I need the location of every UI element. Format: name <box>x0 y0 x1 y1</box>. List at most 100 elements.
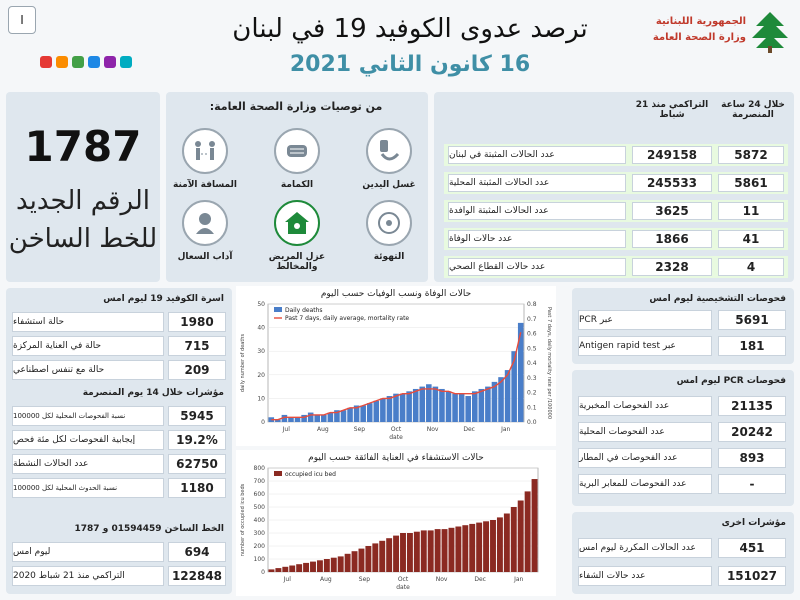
beds-title: اسرة الكوفيد 19 ليوم امس <box>103 294 224 304</box>
pcr-value: 20242 <box>718 422 786 442</box>
beds-value: 715 <box>168 336 226 356</box>
y2-axis-label: Past 7 days, daily mortality rate per /1… <box>546 307 552 419</box>
data-bar <box>353 405 360 422</box>
data-bar <box>517 322 524 422</box>
col-header-cumulative: التراكمي منذ 21 شباط <box>635 100 709 120</box>
data-bar <box>510 507 517 572</box>
data-bar <box>399 393 406 422</box>
data-bar <box>441 529 448 572</box>
y-tick-label: 20 <box>257 372 265 379</box>
x-axis-label: date <box>389 434 403 441</box>
indicator-value: 62750 <box>168 454 226 474</box>
data-bar <box>393 393 399 422</box>
cough-etiquette-icon <box>182 200 228 246</box>
data-bar <box>289 565 296 572</box>
col-header-24h: خلال 24 ساعة المنصرمة <box>721 100 785 120</box>
beds-panel: اسرة الكوفيد 19 ليوم امس حالة استشفاء 19… <box>6 288 232 594</box>
legend-swatch <box>274 307 282 312</box>
recommendation-label: عزل المريض والمخالط <box>268 252 326 272</box>
y2-tick-label: 0.1 <box>527 404 537 411</box>
pcr-label: عدد الفحوصات المحلية <box>578 422 712 442</box>
data-bar <box>445 391 452 422</box>
social-icon[interactable] <box>40 56 52 68</box>
other-value: 151027 <box>718 566 786 586</box>
y-tick-label: 0 <box>261 419 265 426</box>
data-bar <box>511 351 517 422</box>
x-tick-label: Jul <box>282 426 291 433</box>
beds-label: حالة مع تنفس اصطناعي <box>12 360 164 380</box>
y-axis-label: daily number of deaths <box>240 334 246 393</box>
logo-line-1: الجمهورية اللبنانية <box>655 16 746 27</box>
indicator-label: نسبة الفحوصات المحلية لكل 100000 <box>12 406 164 426</box>
hotline-calls-value: 122848 <box>168 566 226 586</box>
beds-value: 1980 <box>168 312 226 332</box>
social-icon[interactable] <box>120 56 132 68</box>
data-bar <box>427 530 434 572</box>
hotline-number[interactable]: 1787 <box>24 122 142 171</box>
summary-cumulative: 249158 <box>632 146 712 164</box>
data-bar <box>344 553 351 572</box>
data-bar <box>483 521 490 572</box>
pcr-tests-title: فحوصات PCR ليوم امس <box>676 376 786 386</box>
legend-label: occupied icu bed <box>285 471 336 478</box>
indicators-title: مؤشرات خلال 14 يوم المنصرمة <box>82 388 224 398</box>
summary-cumulative: 1866 <box>632 230 712 248</box>
data-bar <box>478 388 485 422</box>
summary-label: عدد الحالات المثبتة في لبنان <box>448 146 626 164</box>
data-bar <box>321 414 327 422</box>
diag-label: عبر PCR <box>578 310 712 330</box>
summary-label: عدد حالات القطاع الصحي <box>448 258 626 276</box>
data-bar <box>268 417 275 422</box>
social-icons <box>40 56 132 68</box>
ventilation-icon <box>366 200 412 246</box>
pcr-value: 893 <box>718 448 786 468</box>
data-bar <box>439 388 445 422</box>
recommendations-panel: من توصيات وزارة الصحة العامة: غسل اليدين… <box>166 92 428 282</box>
y2-tick-label: 0.3 <box>527 375 537 382</box>
indicator-value: 5945 <box>168 406 226 426</box>
data-bar <box>373 400 380 422</box>
data-bar <box>490 520 496 572</box>
hotline-calls-label: التراكمي منذ 21 شباط 2020 <box>12 566 164 586</box>
social-icon[interactable] <box>72 56 84 68</box>
logo-line-2: وزارة الصحة العامة <box>652 32 746 43</box>
mask-icon <box>274 128 320 174</box>
recommendation-label: غسل اليدين <box>362 180 416 190</box>
data-bar <box>288 417 294 422</box>
pcr-tests-panel: فحوصات PCR ليوم امس عدد الفحوصات المخبري… <box>572 370 794 506</box>
recommendation-label: آداب السعال <box>177 252 233 262</box>
summary-24h: 5872 <box>718 146 784 164</box>
data-bar <box>301 414 307 422</box>
data-bar <box>432 386 439 422</box>
data-bar <box>496 517 503 572</box>
data-bar <box>455 526 462 572</box>
page-date: 16 كانون الثاني 2021 <box>289 52 531 77</box>
x-tick-label: Jan <box>513 576 523 583</box>
page-title: ترصد عدوى الكوفيد 19 في لبنان <box>232 14 588 44</box>
data-bar <box>337 556 344 572</box>
hotline-line-1: الرقم الجديد <box>16 186 150 216</box>
mortality-line <box>271 332 522 421</box>
distance-icon <box>182 128 228 174</box>
data-bar <box>462 525 469 572</box>
summary-label: عدد الحالات المثبتة الوافدة <box>448 202 626 220</box>
pcr-value: - <box>718 474 786 494</box>
recommendation-label: المسافة الآمنة <box>172 180 237 190</box>
social-icon[interactable] <box>104 56 116 68</box>
y2-tick-label: 0.5 <box>527 345 537 352</box>
hand-wash-icon <box>366 128 412 174</box>
data-bar <box>316 560 323 572</box>
diag-tests-title: فحوصات التشخيصية ليوم امس <box>649 294 786 304</box>
x-tick-label: Sep <box>359 576 371 583</box>
chart-title: حالات الوفاة ونسب الوفيات حسب اليوم <box>321 289 471 299</box>
y2-tick-label: 0.0 <box>527 419 537 426</box>
pcr-label: عدد الفحوصات للمعابر البرية <box>578 474 712 494</box>
indicator-value: 19.2% <box>168 430 226 450</box>
y-tick-label: 30 <box>257 348 265 355</box>
x-tick-label: Nov <box>436 576 448 583</box>
data-bar <box>419 386 426 422</box>
y-tick-label: 400 <box>254 517 266 524</box>
data-bar <box>281 414 288 422</box>
social-icon[interactable] <box>56 56 68 68</box>
social-icon[interactable] <box>88 56 100 68</box>
